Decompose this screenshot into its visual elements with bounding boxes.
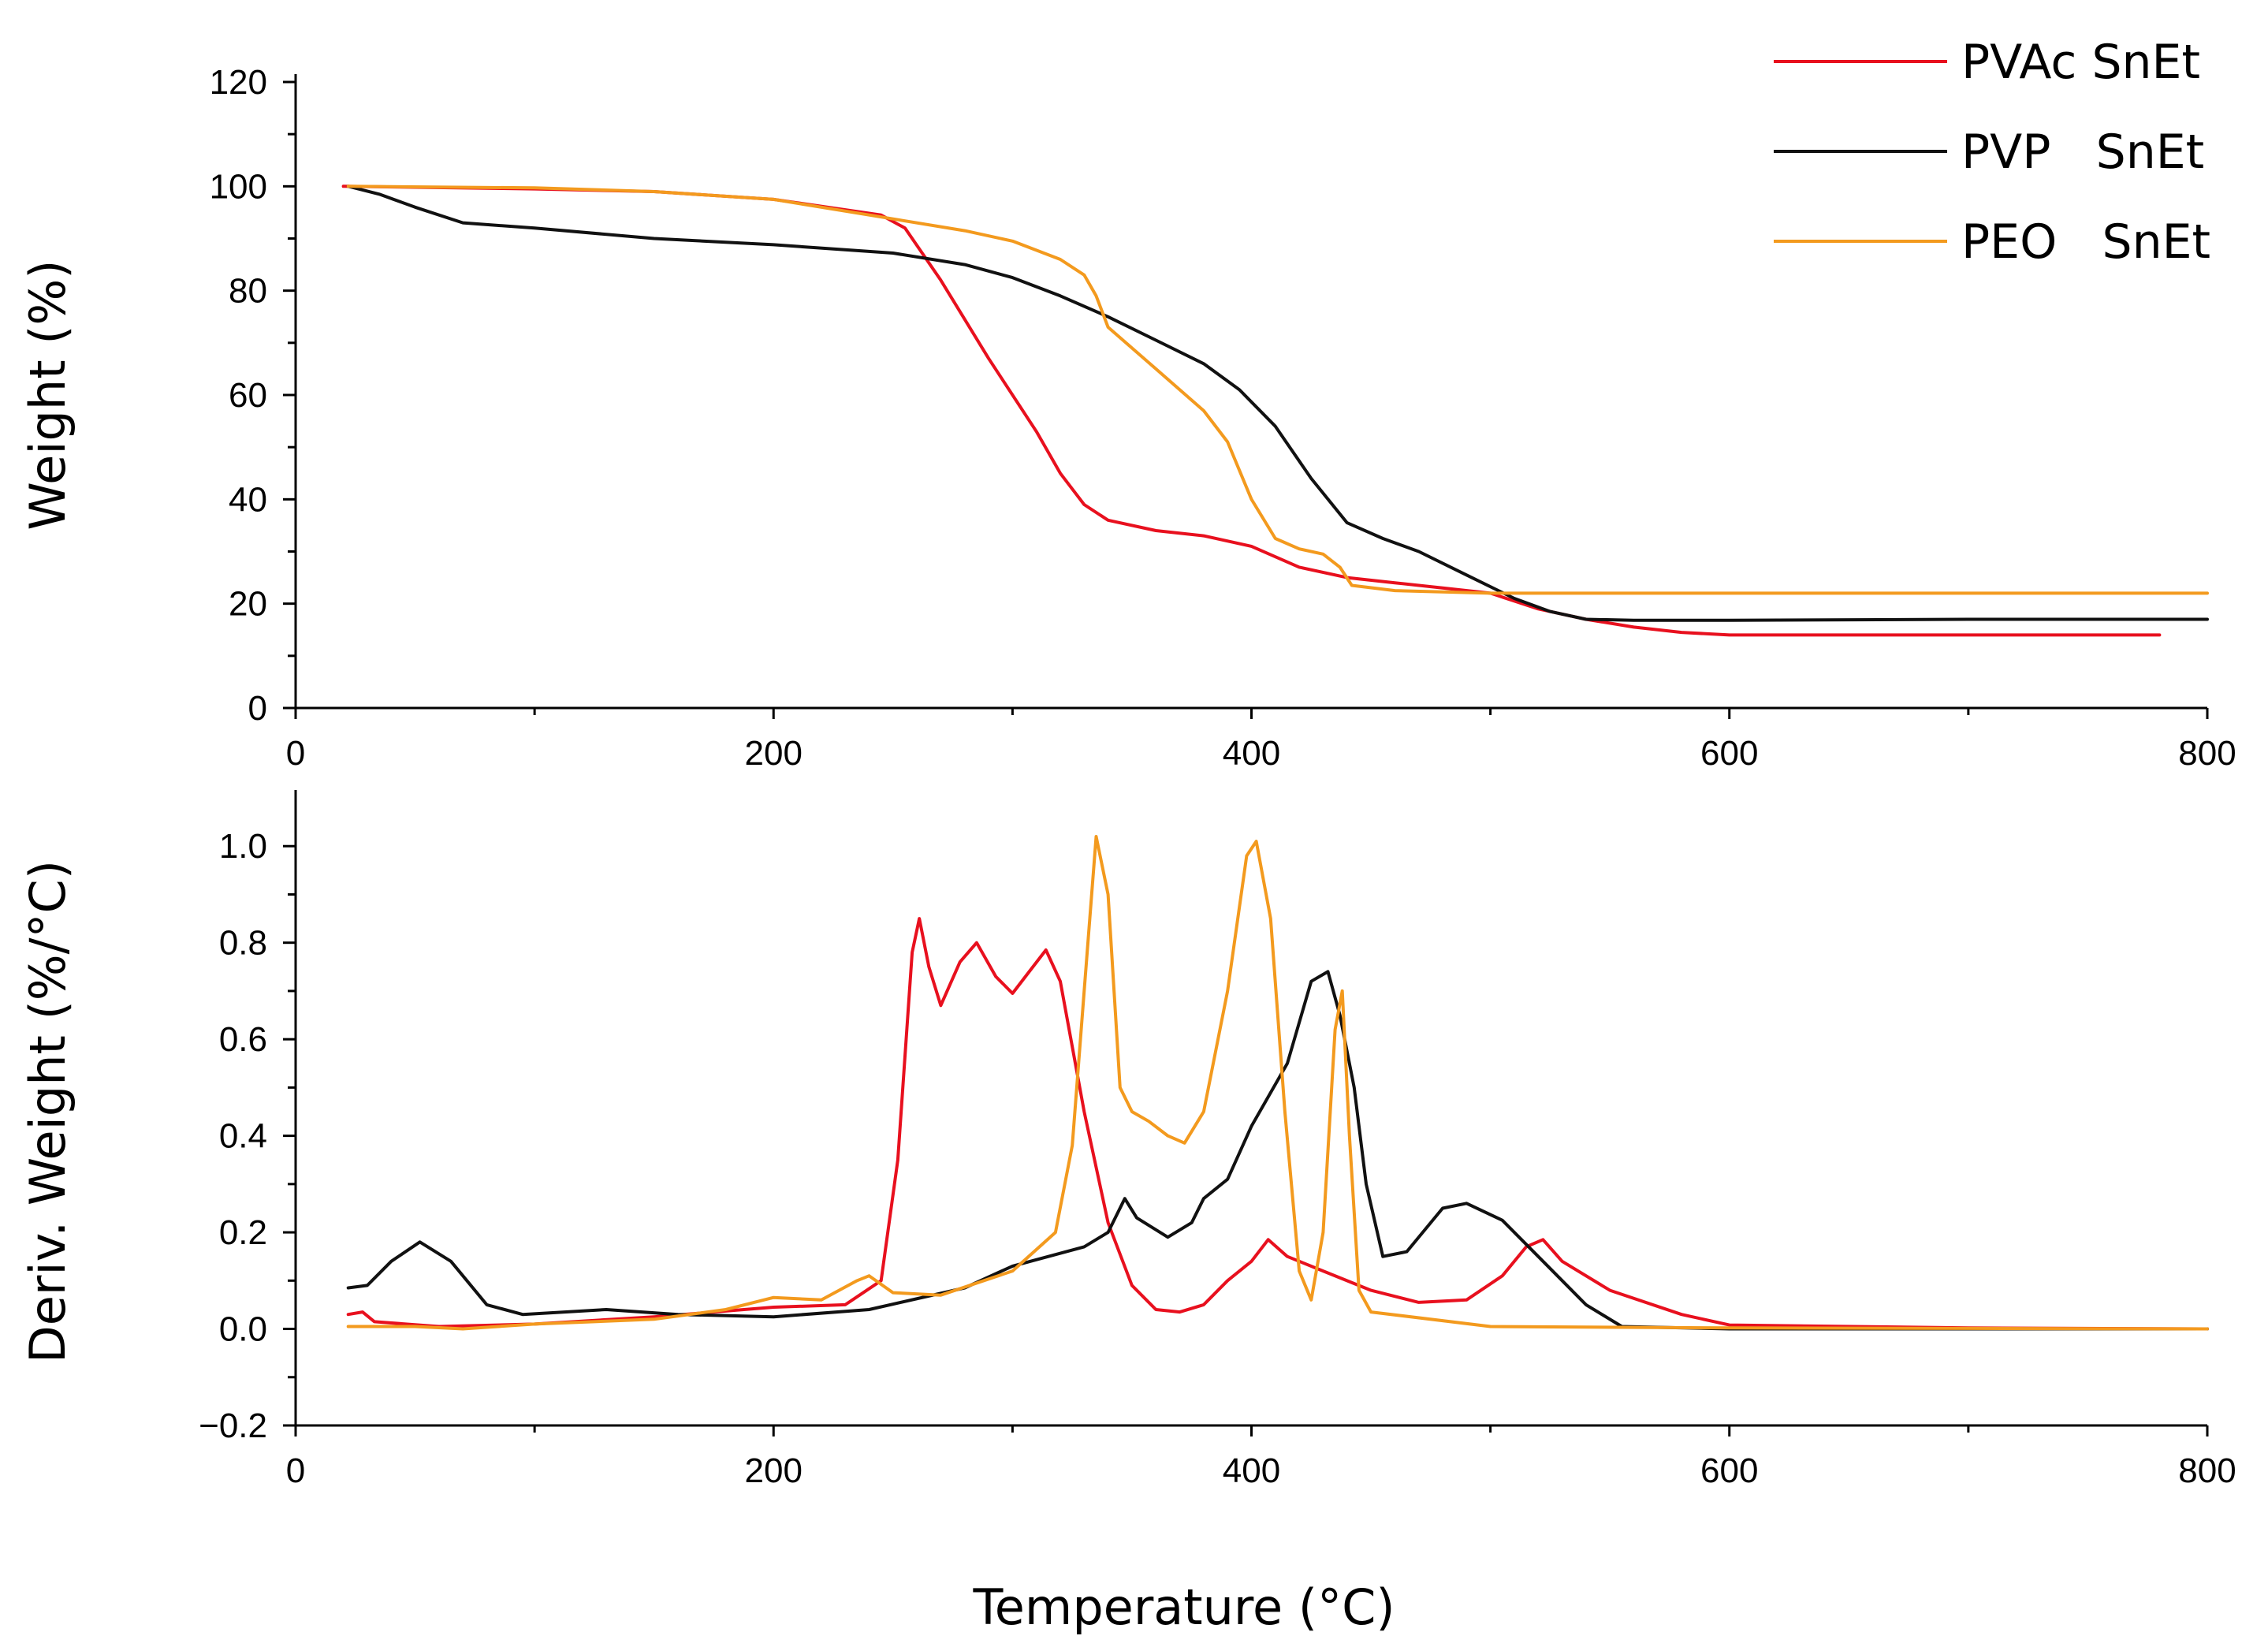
- y-axis-title: Weight (%): [19, 260, 76, 531]
- y-tick-label: 0.0: [219, 1310, 267, 1349]
- x-tick-label: 800: [2178, 1451, 2236, 1490]
- series-line-peo-snet: [346, 835, 2209, 1331]
- y-tick-label: −0.2: [199, 1407, 267, 1445]
- series-line-pvac-snet: [341, 184, 2162, 637]
- weight-panel: 0 200 400 600 800 0 20 40 60 80 100 120 Weight (%): [19, 63, 2236, 773]
- series-line-pvp-snet: [346, 184, 2209, 622]
- x-tick-label: 400: [1223, 734, 1280, 773]
- x-tick-label: 0: [286, 1451, 305, 1490]
- y-tick-label: 120: [210, 63, 267, 102]
- legend-label-peo-snet: PEO SnEt: [1961, 214, 2210, 270]
- deriv-weight-panel: 0 200 400 600 800 −0.2 0.0 0.2 0.4 0.6 0.8 1.0 Deriv…: [19, 790, 2236, 1490]
- series-line-pvac-snet: [346, 917, 2209, 1331]
- y-tick-label: 60: [229, 376, 267, 415]
- y-tick-label: 0: [248, 689, 267, 728]
- series-line-pvp-snet: [346, 970, 2209, 1331]
- x-tick-label: 600: [1700, 1451, 1758, 1490]
- y-tick-label: 40: [229, 480, 267, 519]
- y-tick-label: 0.2: [219, 1213, 267, 1252]
- y-tick-label: 20: [229, 585, 267, 624]
- y-tick-label: 0.6: [219, 1020, 267, 1059]
- x-axis-title: Temperature (°C): [972, 1578, 1395, 1636]
- y-tick-label: 0.4: [219, 1117, 267, 1156]
- y-tick-label: 80: [229, 272, 267, 311]
- legend-label-pvac-snet: PVAc SnEt: [1961, 35, 2200, 90]
- x-tick-label: 200: [745, 734, 803, 773]
- y-tick-label: 0.8: [219, 924, 267, 963]
- legend-label-pvp-snet: PVP SnEt: [1961, 125, 2204, 180]
- y-tick-label: 100: [210, 167, 267, 206]
- y-tick-label: 1.0: [219, 827, 267, 866]
- x-tick-label: 800: [2178, 734, 2236, 773]
- x-tick-label: 0: [286, 734, 305, 773]
- series-line-peo-snet: [346, 184, 2209, 595]
- x-tick-label: 200: [745, 1451, 803, 1490]
- y-axis-title: Deriv. Weight (%/°C): [19, 860, 76, 1363]
- x-tick-label: 600: [1700, 734, 1758, 773]
- legend: PVAc SnEt PVP SnEt PEO SnEt: [1774, 35, 2210, 270]
- x-tick-label: 400: [1223, 1451, 1280, 1490]
